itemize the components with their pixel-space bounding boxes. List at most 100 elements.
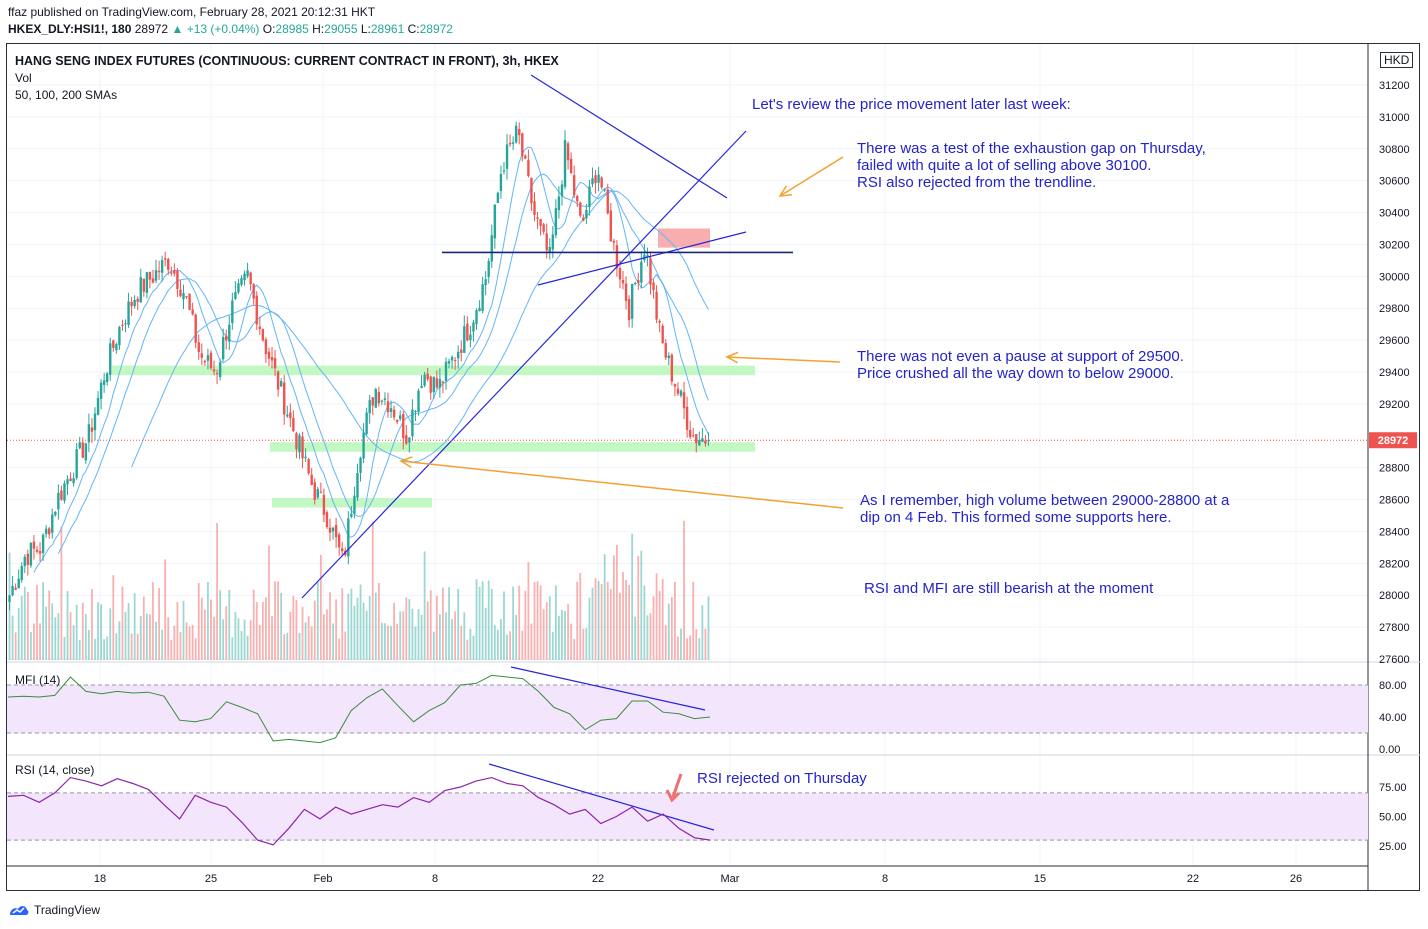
volume-bar xyxy=(460,626,463,660)
time-tick-label: Feb xyxy=(314,873,333,885)
volume-bar xyxy=(429,590,432,660)
volume-bars xyxy=(8,520,710,660)
volume-bar xyxy=(200,597,203,660)
low-value: 28961 xyxy=(370,22,405,36)
volume-bar xyxy=(298,632,301,660)
candle-body xyxy=(20,566,23,581)
candle-body xyxy=(527,160,530,176)
resistance-trend-line xyxy=(537,231,747,286)
volume-bar xyxy=(490,589,493,660)
candle-body xyxy=(524,155,527,159)
grid-lines xyxy=(7,44,1420,891)
volume-bar xyxy=(500,618,502,660)
candle-body xyxy=(48,528,51,535)
chart-frame[interactable] xyxy=(6,43,1420,891)
candle-body xyxy=(646,255,649,258)
volume-bar xyxy=(155,621,157,660)
volume-bar xyxy=(207,581,209,660)
volume-bar xyxy=(432,631,435,660)
candle-body xyxy=(310,474,313,486)
volume-bar xyxy=(570,623,573,660)
volume-bar xyxy=(216,523,218,660)
volume-bar xyxy=(341,588,344,660)
mfi-tick-label: 40.00 xyxy=(1379,712,1407,724)
candle-body xyxy=(93,413,97,431)
candle-body xyxy=(221,337,225,360)
time-tick-label: 18 xyxy=(94,873,106,885)
volume-bar xyxy=(60,526,63,660)
sma-legend: 50, 100, 200 SMAs xyxy=(15,88,118,102)
volume-bar xyxy=(170,639,173,660)
annotation-volume-line2: dip on 4 Feb. This formed some supports … xyxy=(860,509,1172,526)
candle-body xyxy=(460,349,463,353)
volume-bar xyxy=(692,581,695,660)
candle-body xyxy=(554,208,558,236)
candle-body xyxy=(292,417,295,432)
volume-bar xyxy=(240,631,243,660)
mfi-legend: MFI (14) xyxy=(15,673,61,687)
candle-body xyxy=(679,390,683,396)
candle-body xyxy=(490,235,493,262)
volume-bar xyxy=(54,617,57,660)
mfi-line xyxy=(7,674,711,744)
volume-bar xyxy=(405,597,408,660)
candle-body xyxy=(374,389,377,408)
volume-bar xyxy=(646,615,649,660)
candle-body xyxy=(133,300,136,307)
volume-bar xyxy=(579,572,582,660)
volume-bar xyxy=(420,614,423,660)
candle-body xyxy=(26,553,30,565)
currency-badge[interactable]: HKD xyxy=(1380,52,1414,68)
candle-body xyxy=(392,409,396,418)
candle-body xyxy=(505,144,509,169)
candle-body xyxy=(472,322,475,332)
candle-body xyxy=(191,309,194,315)
volume-bar xyxy=(66,591,69,660)
volume-bar xyxy=(161,629,164,660)
candle-body xyxy=(69,478,72,481)
annotation-arrow-volume xyxy=(400,460,844,509)
candle-body xyxy=(38,551,42,554)
candle-body xyxy=(23,556,26,567)
candle-body xyxy=(673,384,677,387)
price-tick-label: 29800 xyxy=(1379,303,1410,315)
tradingview-brand[interactable]: TradingView xyxy=(8,903,100,917)
volume-bar xyxy=(484,607,487,660)
candle-body xyxy=(692,435,695,437)
volume-bar xyxy=(310,626,313,660)
candle-body xyxy=(102,380,106,385)
volume-bar xyxy=(48,590,51,660)
volume-bar xyxy=(640,550,643,660)
candle-body xyxy=(456,351,460,359)
candle-body xyxy=(447,361,451,364)
volume-bar xyxy=(332,623,334,660)
candle-body xyxy=(215,373,219,375)
candle-body xyxy=(609,210,613,242)
candle-body xyxy=(704,440,707,444)
volume-bar xyxy=(23,586,26,660)
rsi-legend: RSI (14, close) xyxy=(15,763,95,777)
candle-body xyxy=(84,443,88,461)
volume-bar xyxy=(661,579,664,660)
high-value: 29055 xyxy=(324,22,358,36)
candle-body xyxy=(17,578,20,589)
volume-bar xyxy=(539,585,542,660)
candle-body xyxy=(426,373,429,380)
volume-bar xyxy=(408,599,411,660)
support-zone-28600 xyxy=(272,497,432,508)
candle-body xyxy=(518,128,521,136)
candle-body xyxy=(246,270,249,277)
volume-bar xyxy=(652,596,655,660)
volume-bar xyxy=(448,587,450,660)
volume-bar xyxy=(316,581,319,660)
annotation-bearish: RSI and MFI are still bearish at the mom… xyxy=(864,580,1154,597)
axes: 31200 31000 30800 30600 30400 30200 30000 29800… xyxy=(94,80,1417,885)
candle-body xyxy=(353,495,356,514)
candle-body xyxy=(380,400,384,402)
candle-body xyxy=(185,296,188,298)
volume-bar xyxy=(94,638,96,660)
candle-body xyxy=(51,514,54,533)
candle-body xyxy=(283,382,286,415)
symbol-name[interactable]: HKEX_DLY:HSI1!, 180 xyxy=(8,22,132,36)
